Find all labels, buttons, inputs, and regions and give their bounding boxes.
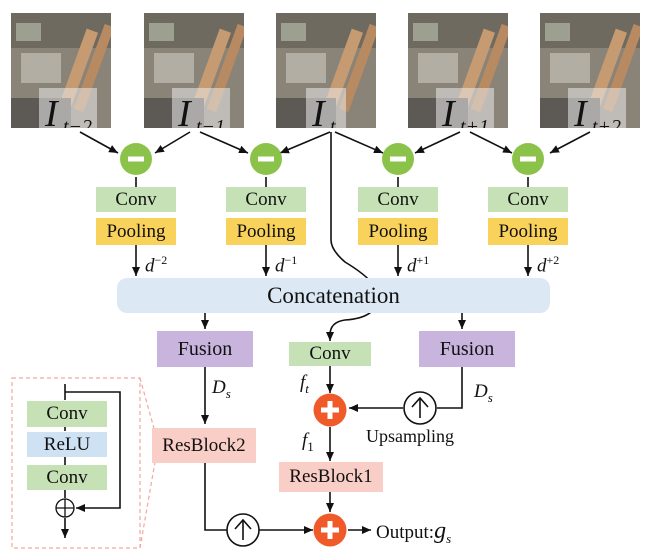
aerial-image [276, 13, 376, 128]
f1-label: f1 [302, 430, 314, 454]
inset-relu-block: ReLU [27, 432, 107, 457]
add-icon [313, 393, 347, 427]
subtract-icon [382, 143, 414, 175]
add-icon [313, 513, 347, 547]
ft-label: ft [300, 372, 309, 396]
sum-icon [55, 498, 75, 518]
ds-label-left: Ds [212, 377, 231, 401]
output-label: Output:gs [376, 518, 452, 546]
pooling-block: Pooling [96, 218, 176, 245]
fusion-block-left: Fusion [157, 331, 253, 367]
conv-block: Conv [226, 187, 306, 212]
diff-label: d+2 [537, 253, 560, 277]
diff-label: d−1 [275, 253, 298, 277]
upsampling-label: Upsampling [366, 426, 454, 446]
upsampling-icon [226, 513, 260, 547]
conv-block-current-frame: Conv [289, 342, 371, 366]
diff-label: d−2 [145, 253, 168, 277]
ds-label-right: Ds [474, 381, 493, 405]
conv-block: Conv [358, 187, 438, 212]
inset-conv-block-top: Conv [27, 401, 107, 427]
subtract-icon [250, 143, 282, 175]
conv-block: Conv [96, 187, 176, 212]
resblock2: ResBlock2 [152, 428, 256, 463]
conv-block: Conv [488, 187, 568, 212]
pooling-block: Pooling [488, 218, 568, 245]
pooling-block: Pooling [226, 218, 306, 245]
inset-conv-block-bottom: Conv [27, 465, 107, 490]
diff-label: d+1 [407, 253, 430, 277]
subtract-icon [512, 143, 544, 175]
concatenation-block: Concatenation [117, 278, 550, 313]
resblock1: ResBlock1 [279, 462, 383, 492]
subtract-icon [120, 143, 152, 175]
upsampling-icon [403, 391, 437, 425]
fusion-block-right: Fusion [419, 331, 515, 367]
pooling-block: Pooling [358, 218, 438, 245]
